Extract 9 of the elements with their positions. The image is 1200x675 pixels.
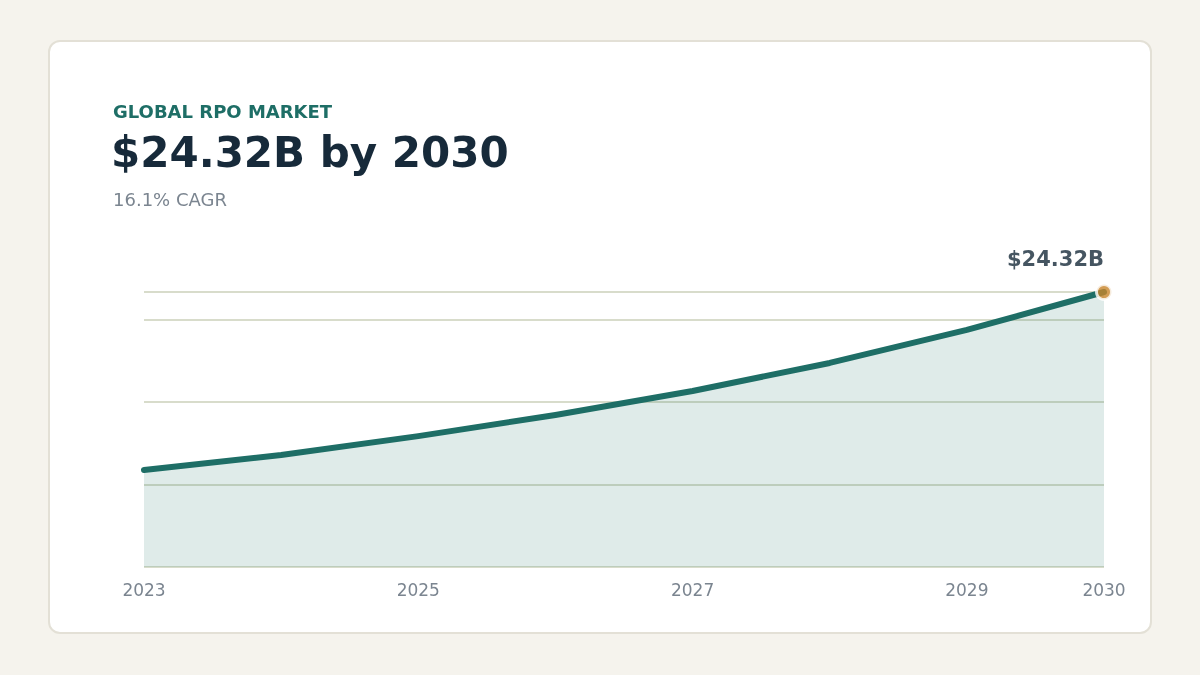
chart-title: GLOBAL RPO MARKET	[113, 100, 333, 122]
x-tick-label: 2029	[945, 579, 989, 600]
chart-subtitle: $24.32B by 2030	[111, 127, 509, 177]
annotation: $24.32B	[1006, 246, 1104, 271]
x-tick-label: 2027	[670, 579, 715, 600]
x-tick-label: 2030	[1082, 579, 1126, 600]
x-tick-label: 2025	[396, 579, 440, 600]
x-tick-label: 2023	[122, 579, 166, 600]
text: 16.1% CAGR	[113, 188, 227, 210]
